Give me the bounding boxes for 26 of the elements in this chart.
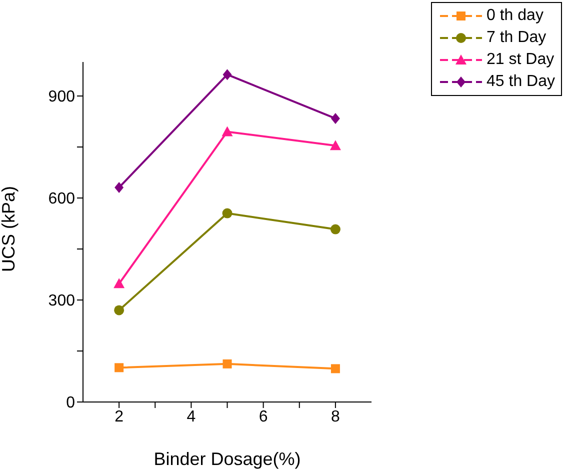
- legend-label: 45 th Day: [486, 72, 555, 92]
- legend-label: 21 st Day: [486, 50, 554, 70]
- point: [114, 278, 125, 288]
- x-tick-label: 8: [331, 408, 340, 426]
- point: [330, 224, 340, 234]
- x-tick-label: 4: [186, 408, 196, 426]
- point: [330, 112, 340, 124]
- x-tick-label: 6: [258, 408, 268, 426]
- y-tick-label: 900: [48, 88, 76, 106]
- y-tick-label: 600: [48, 190, 76, 208]
- point: [330, 140, 341, 150]
- y-axis-title: UCS (kPa): [0, 186, 18, 272]
- legend-label: 7 th Day: [486, 28, 546, 48]
- point: [330, 364, 340, 374]
- y-tick-label: 0: [66, 394, 76, 412]
- point: [114, 305, 124, 316]
- point: [222, 126, 233, 136]
- point: [222, 359, 232, 368]
- point: [222, 208, 232, 218]
- point: [114, 363, 124, 372]
- point: [222, 69, 232, 80]
- x-tick-label: 2: [114, 408, 124, 426]
- legend-label: 0 th day: [486, 6, 544, 26]
- y-tick-label: 300: [48, 292, 76, 310]
- x-axis-title: Binder Dosage(%): [154, 449, 301, 469]
- point: [114, 182, 124, 193]
